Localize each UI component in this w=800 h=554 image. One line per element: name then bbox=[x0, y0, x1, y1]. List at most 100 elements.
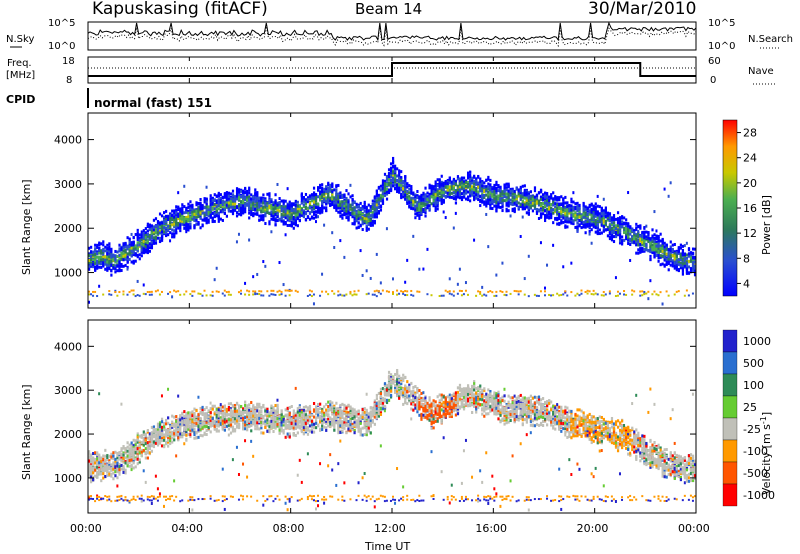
data-cell bbox=[215, 205, 218, 209]
data-cell bbox=[377, 198, 381, 202]
data-cell bbox=[588, 290, 591, 293]
data-cell bbox=[438, 187, 441, 191]
data-cell bbox=[369, 223, 372, 227]
freq-trace bbox=[88, 62, 696, 77]
data-cell bbox=[539, 290, 542, 293]
data-cell bbox=[183, 205, 186, 209]
data-cell bbox=[373, 196, 376, 200]
data-cell bbox=[487, 245, 490, 249]
data-cell bbox=[501, 190, 504, 194]
data-cell bbox=[462, 184, 466, 188]
data-cell bbox=[110, 259, 113, 263]
data-cell bbox=[501, 261, 504, 265]
data-cell bbox=[136, 255, 139, 259]
data-cell bbox=[310, 215, 314, 219]
data-cell bbox=[335, 191, 338, 195]
data-cell bbox=[152, 241, 156, 245]
data-cell bbox=[657, 294, 660, 297]
data-cell bbox=[438, 185, 441, 189]
data-cell bbox=[138, 236, 141, 240]
data-cell bbox=[240, 213, 243, 217]
data-cell bbox=[108, 290, 111, 293]
data-cell bbox=[525, 197, 528, 201]
data-cell bbox=[519, 234, 522, 238]
data-cell bbox=[483, 193, 486, 197]
data-cell bbox=[600, 206, 603, 210]
data-cell bbox=[404, 183, 407, 187]
data-cell bbox=[108, 247, 111, 251]
data-cell bbox=[643, 249, 646, 253]
data-cell bbox=[248, 238, 251, 242]
data-cell bbox=[359, 201, 362, 205]
data-cell bbox=[535, 200, 539, 204]
data-cell bbox=[432, 191, 435, 195]
data-cell bbox=[132, 251, 135, 255]
data-cell bbox=[343, 294, 346, 297]
data-cell bbox=[256, 202, 259, 206]
data-cell bbox=[167, 224, 170, 228]
data-cell bbox=[497, 197, 500, 201]
data-cell bbox=[312, 198, 316, 202]
data-cell bbox=[511, 202, 514, 206]
data-cell bbox=[347, 216, 350, 220]
data-cell bbox=[148, 249, 151, 253]
data-cell bbox=[262, 198, 265, 202]
data-cell bbox=[525, 192, 528, 196]
data-cell bbox=[136, 246, 139, 250]
data-cell bbox=[217, 211, 220, 215]
data-cell bbox=[452, 226, 455, 230]
data-cell bbox=[286, 206, 289, 210]
data-cell bbox=[175, 211, 178, 215]
data-cell bbox=[503, 193, 506, 197]
data-cell bbox=[402, 186, 405, 190]
data-cell bbox=[165, 229, 168, 233]
data-cell bbox=[531, 197, 535, 201]
data-cell bbox=[100, 251, 103, 255]
data-cell bbox=[446, 183, 449, 187]
data-cell bbox=[481, 180, 484, 184]
data-cell bbox=[460, 183, 464, 187]
data-cell bbox=[507, 196, 510, 200]
data-cell bbox=[509, 202, 512, 206]
data-cell bbox=[246, 196, 249, 200]
data-cell bbox=[655, 293, 658, 296]
data-cell bbox=[448, 290, 451, 293]
data-cell bbox=[343, 209, 346, 213]
data-cell bbox=[398, 169, 401, 173]
data-cell bbox=[339, 200, 342, 204]
data-cell bbox=[475, 182, 478, 186]
data-cell bbox=[288, 219, 291, 223]
data-cell bbox=[649, 279, 652, 283]
data-cell bbox=[154, 238, 158, 242]
data-cell bbox=[369, 218, 372, 222]
data-cell bbox=[290, 215, 293, 219]
data-cell bbox=[373, 199, 376, 203]
data-cell bbox=[270, 210, 273, 214]
data-cell bbox=[187, 202, 190, 206]
data-cell bbox=[321, 190, 324, 194]
data-cell bbox=[422, 267, 425, 271]
data-cell bbox=[154, 290, 157, 293]
data-cell bbox=[106, 266, 109, 270]
cpid-mode: normal (fast) 151 bbox=[94, 96, 212, 110]
data-cell bbox=[110, 263, 113, 267]
data-cell bbox=[404, 193, 407, 197]
data-cell bbox=[446, 185, 449, 189]
data-cell bbox=[90, 263, 93, 267]
data-cell bbox=[173, 222, 176, 226]
data-cell bbox=[513, 199, 516, 203]
data-cell bbox=[387, 176, 391, 180]
data-cell bbox=[505, 192, 508, 196]
data-cell bbox=[436, 201, 439, 205]
data-cell bbox=[558, 215, 561, 219]
data-cell bbox=[566, 215, 569, 219]
data-cell bbox=[335, 208, 338, 212]
data-cell bbox=[661, 254, 664, 258]
data-cell bbox=[651, 234, 654, 238]
data-cell bbox=[136, 231, 139, 235]
data-cell bbox=[584, 231, 587, 235]
data-cell bbox=[396, 293, 399, 296]
data-cell bbox=[645, 244, 648, 248]
data-cell bbox=[408, 205, 411, 209]
data-cell bbox=[341, 200, 344, 204]
